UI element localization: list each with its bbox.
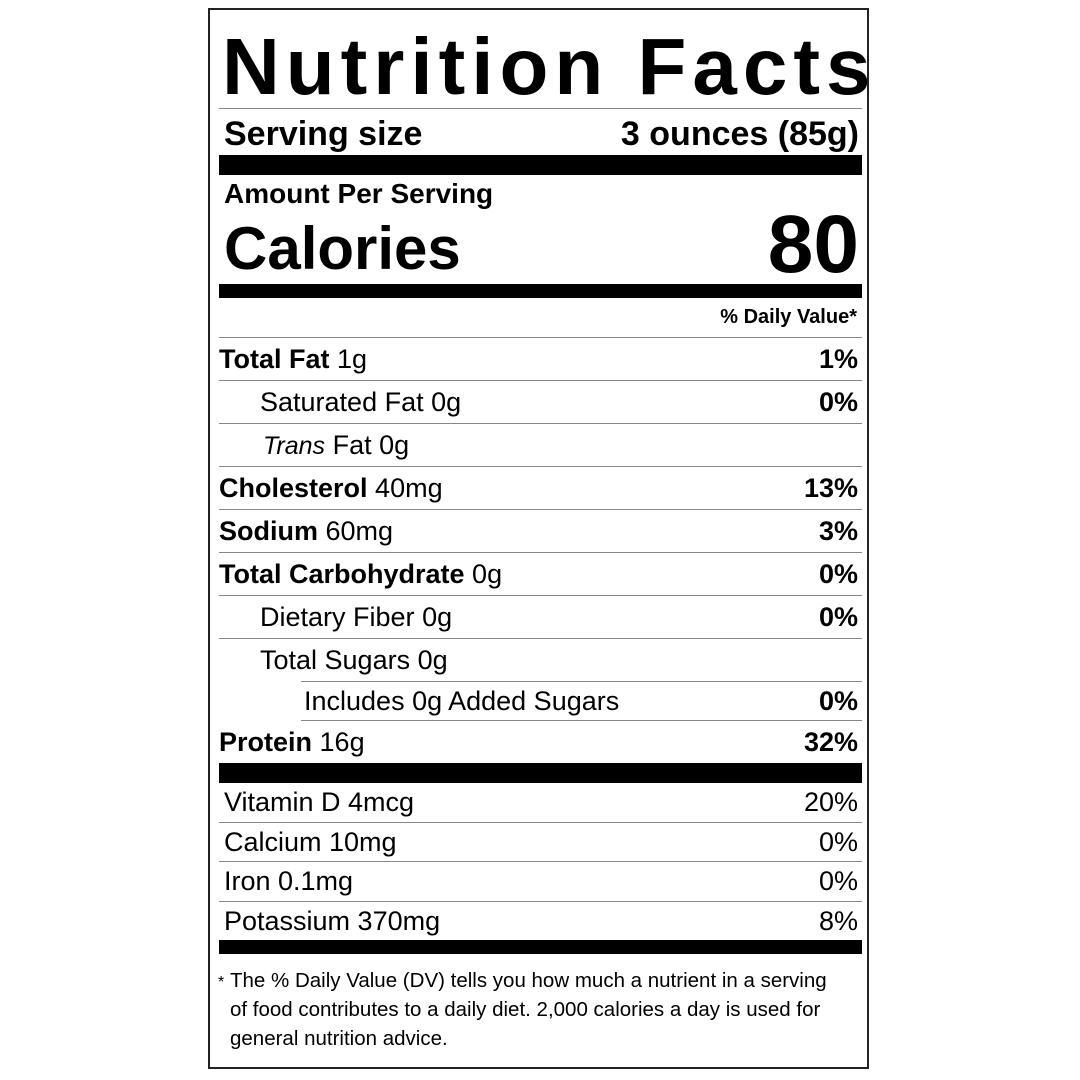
nutrient-amount: 0g: [431, 386, 462, 417]
nutrition-facts-label: Nutrition Facts Serving size 3 ounces (8…: [208, 8, 870, 1069]
vitamin-dv: 0%: [818, 826, 858, 857]
nutrient-amount: 16g: [319, 726, 365, 757]
thick-divider: [219, 940, 862, 954]
nutrient-dv: 3%: [818, 515, 858, 546]
nutrient-dv: 13%: [803, 472, 858, 503]
calories-value: 80: [767, 199, 859, 290]
thick-divider: [219, 155, 862, 175]
nutrient-amount: 60mg: [325, 515, 394, 546]
daily-value-header: % Daily Value*: [720, 306, 857, 328]
calories-label: Calories: [224, 215, 461, 282]
vitamin-name: Iron 0.1mg: [224, 866, 354, 896]
divider: [219, 108, 862, 109]
vitamin-row: Iron 0.1mg 0%: [219, 862, 862, 902]
vitamin-dv: 0%: [818, 866, 858, 896]
vitamin-row: Potassium 370mg 8%: [219, 902, 862, 940]
nutrient-row-cholesterol: Cholesterol 40mg 13%: [219, 467, 862, 510]
serving-size-row: Serving size 3 ounces (85g): [224, 112, 859, 156]
nutrient-amount: 0g: [422, 601, 453, 632]
nutrient-name-rest: Fat: [332, 429, 372, 460]
nutrient-amount: 1g: [337, 343, 368, 374]
footnote: * The % Daily Value (DV) tells you how m…: [218, 966, 837, 1053]
nutrient-name: Trans: [263, 431, 326, 460]
nutrient-dv: 1%: [818, 343, 858, 374]
nutrient-row-protein: Protein 16g 32%: [219, 721, 862, 763]
nutrient-name: Protein: [219, 726, 313, 757]
nutrient-row-added-sugars: Includes 0g Added Sugars 0%: [301, 681, 862, 721]
nutrient-row-sodium: Sodium 60mg 3%: [219, 510, 862, 553]
nutrient-row-saturated-fat: Saturated Fat 0g 0%: [219, 381, 862, 424]
footnote-asterisk: *: [218, 974, 225, 991]
nutrient-amount: 0g: [417, 645, 448, 675]
nutrient-name: Total Carbohydrate: [219, 558, 465, 589]
nutrient-dv: 0%: [818, 558, 858, 589]
amount-per-serving: Amount Per Serving: [224, 178, 494, 209]
nutrient-row-trans-fat: Trans Fat 0g: [219, 424, 862, 467]
nutrient-row-total-fat: Total Fat 1g 1%: [219, 338, 862, 381]
label-title: Nutrition Facts: [222, 22, 877, 111]
divider: [219, 337, 862, 338]
vitamin-name: Vitamin D 4mcg: [224, 787, 415, 817]
vitamin-name: Calcium 10mg: [224, 826, 397, 857]
vitamin-row: Calcium 10mg 0%: [219, 823, 862, 862]
nutrient-name: Includes 0g Added Sugars: [304, 685, 620, 716]
nutrient-row-total-sugars: Total Sugars 0g: [219, 639, 862, 682]
nutrient-amount: 40mg: [375, 472, 443, 503]
nutrient-amount: 0g: [472, 558, 503, 589]
nutrient-row-dietary-fiber: Dietary Fiber 0g 0%: [219, 596, 862, 639]
serving-size-value: 3 ounces (85g): [620, 114, 859, 153]
thick-divider: [219, 763, 862, 783]
nutrient-name: Sodium: [219, 515, 318, 546]
footnote-text: The % Daily Value (DV) tells you how muc…: [230, 969, 827, 1050]
nutrient-dv: 0%: [818, 685, 858, 716]
nutrient-name: Total Fat: [219, 343, 330, 374]
nutrient-row-total-carbohydrate: Total Carbohydrate 0g 0%: [219, 553, 862, 596]
nutrient-name: Dietary Fiber: [260, 601, 415, 632]
nutrient-name: Cholesterol: [219, 472, 368, 503]
thick-divider: [219, 284, 862, 298]
serving-size-label: Serving size: [224, 114, 423, 153]
nutrient-amount: 0g: [379, 429, 410, 460]
vitamin-row: Vitamin D 4mcg 20%: [219, 783, 862, 823]
nutrient-dv: 0%: [818, 601, 858, 632]
vitamin-dv: 8%: [818, 905, 858, 936]
nutrient-name: Saturated Fat: [260, 386, 424, 417]
nutrient-name: Total Sugars: [260, 645, 411, 675]
vitamin-name: Potassium 370mg: [224, 905, 441, 936]
nutrient-dv: 32%: [803, 726, 858, 757]
nutrient-dv: 0%: [818, 386, 858, 417]
vitamin-dv: 20%: [803, 787, 858, 817]
